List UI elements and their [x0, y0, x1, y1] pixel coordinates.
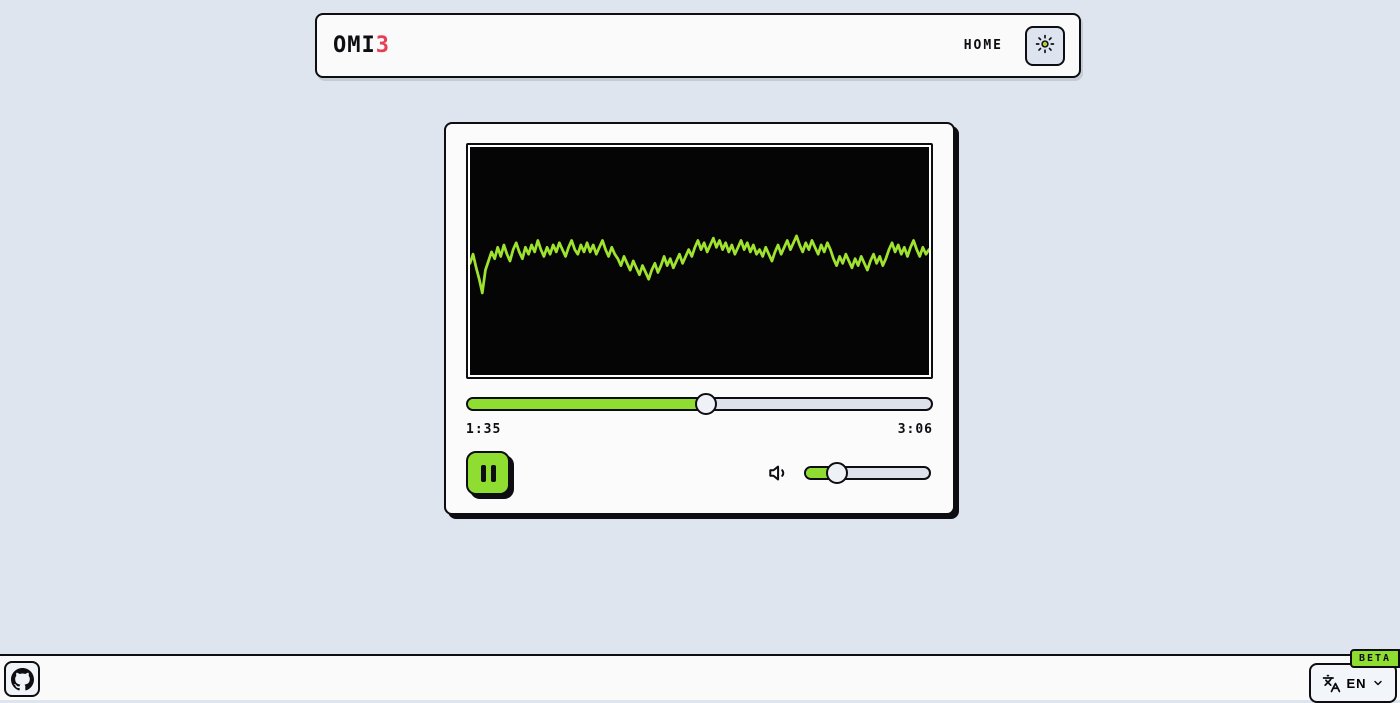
github-icon — [10, 667, 34, 691]
logo-accent: 3 — [375, 33, 390, 58]
language-selector[interactable]: EN — [1309, 663, 1397, 703]
volume-track[interactable] — [804, 466, 931, 480]
waveform-line — [470, 234, 929, 295]
language-label: EN — [1346, 675, 1367, 691]
translate-icon — [1322, 674, 1341, 693]
pause-button[interactable] — [466, 451, 510, 495]
audio-player-card: 1:35 3:06 — [444, 122, 955, 515]
logo[interactable]: OMI3 — [333, 33, 390, 58]
chevron-down-icon — [1372, 677, 1384, 689]
waveform-frame — [466, 143, 933, 379]
header-nav: HOME — [963, 25, 1065, 66]
theme-toggle-button[interactable] — [1025, 25, 1065, 66]
controls-row — [466, 451, 933, 495]
sun-icon — [1034, 33, 1056, 58]
volume-fill — [806, 468, 838, 478]
home-link[interactable]: HOME — [963, 38, 1003, 53]
waveform-svg — [470, 234, 929, 295]
current-time: 1:35 — [466, 422, 502, 437]
seek-bar[interactable] — [466, 393, 933, 415]
logo-text: OMI — [333, 33, 376, 58]
github-button[interactable] — [4, 661, 40, 697]
volume-handle[interactable] — [826, 462, 849, 484]
total-time: 3:06 — [897, 422, 933, 437]
waveform-canvas[interactable] — [470, 147, 929, 375]
speaker-icon — [768, 462, 790, 484]
volume-slider[interactable] — [804, 462, 931, 484]
volume-control — [768, 462, 931, 484]
beta-badge: BETA — [1350, 649, 1400, 668]
header: OMI3 HOME — [315, 13, 1081, 78]
footer — [0, 654, 1400, 700]
time-row: 1:35 3:06 — [466, 422, 933, 437]
pause-icon — [480, 464, 496, 482]
seek-handle[interactable] — [695, 393, 718, 415]
seek-fill — [468, 399, 706, 409]
